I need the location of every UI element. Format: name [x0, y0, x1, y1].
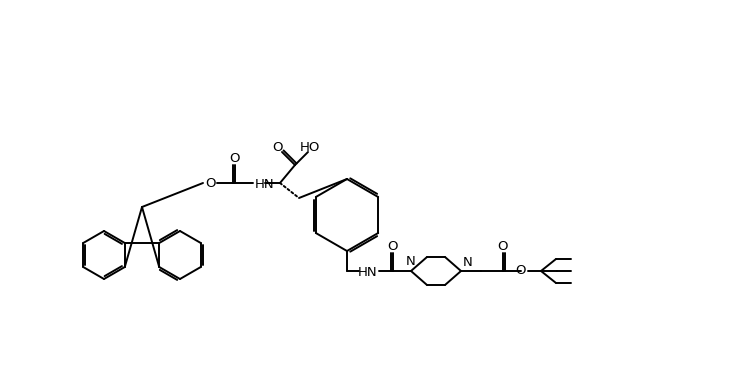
Text: N: N	[406, 255, 416, 268]
Text: O: O	[229, 151, 239, 164]
Text: HN: HN	[358, 266, 378, 279]
Text: O: O	[273, 141, 283, 154]
Text: HN: HN	[255, 177, 275, 190]
Text: N: N	[463, 256, 473, 269]
Text: O: O	[388, 240, 398, 253]
Text: O: O	[205, 177, 215, 190]
Text: O: O	[516, 265, 526, 278]
Text: HO: HO	[300, 141, 320, 154]
Text: O: O	[498, 240, 508, 253]
